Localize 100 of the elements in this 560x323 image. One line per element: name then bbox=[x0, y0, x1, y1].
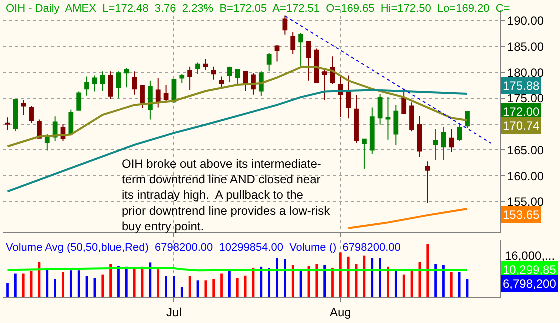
candlestick bbox=[227, 66, 232, 83]
bar bbox=[387, 266, 390, 297]
bar bbox=[458, 272, 461, 297]
bar bbox=[268, 268, 271, 297]
bar bbox=[332, 268, 334, 297]
y-tick-label: 165.00 bbox=[507, 143, 544, 158]
y-tick-label: 175.00 bbox=[507, 92, 544, 106]
text: 175.88 bbox=[503, 79, 540, 93]
bar bbox=[78, 270, 80, 297]
bar bbox=[442, 265, 445, 297]
bar bbox=[125, 266, 128, 297]
line-series bbox=[6, 66, 468, 148]
candlestick bbox=[124, 68, 130, 88]
candlestick bbox=[44, 134, 50, 152]
bar bbox=[371, 258, 374, 297]
bar bbox=[339, 252, 342, 297]
bar bbox=[228, 270, 231, 297]
candlestick bbox=[148, 80, 153, 120]
bar bbox=[133, 268, 136, 297]
bar bbox=[347, 256, 350, 297]
candlestick bbox=[5, 117, 10, 131]
text: 170.74 bbox=[503, 119, 540, 133]
candlestick bbox=[164, 84, 169, 102]
annotation: OIH broke out above its intermediate- term downtrend line AND closed near its intraday high. A pullback to the prior downtrend line provides a low-risk buy entry point. bbox=[122, 157, 332, 234]
bar bbox=[46, 268, 49, 297]
candlestick bbox=[346, 75, 352, 120]
bar bbox=[173, 276, 176, 297]
candlestick bbox=[370, 107, 375, 155]
candlestick bbox=[258, 71, 264, 97]
bar bbox=[450, 272, 453, 297]
text: 172.00 bbox=[503, 105, 540, 119]
candlestick bbox=[21, 100, 26, 116]
candlestick bbox=[354, 94, 359, 144]
candlestick bbox=[68, 109, 74, 136]
candlestick bbox=[282, 15, 288, 36]
candlestick bbox=[425, 161, 430, 204]
candlestick bbox=[457, 123, 462, 142]
text: 10,299,85 bbox=[503, 263, 557, 277]
line-series bbox=[348, 208, 468, 230]
candlestick bbox=[196, 62, 200, 75]
candlestick bbox=[266, 52, 272, 72]
candlestick bbox=[441, 126, 446, 161]
bar bbox=[426, 244, 430, 297]
bar bbox=[22, 274, 25, 297]
bar bbox=[102, 274, 104, 297]
text: 153.65 bbox=[503, 208, 540, 222]
y-tick-label: 190.00 bbox=[507, 14, 544, 28]
bar bbox=[110, 264, 112, 297]
candlestick bbox=[235, 70, 240, 86]
candlestick bbox=[394, 104, 399, 146]
candlestick bbox=[465, 110, 470, 129]
candlestick bbox=[92, 75, 98, 92]
candlestick bbox=[290, 32, 296, 55]
bar bbox=[276, 258, 278, 297]
candlestick bbox=[418, 116, 422, 158]
bar bbox=[434, 264, 437, 297]
candlestick bbox=[29, 106, 34, 124]
candlestick bbox=[410, 102, 414, 132]
candlestick bbox=[156, 78, 161, 108]
candlestick bbox=[188, 66, 193, 91]
candlestick bbox=[211, 66, 216, 80]
candlestick bbox=[402, 88, 407, 116]
bar bbox=[316, 264, 318, 297]
candlestick bbox=[84, 76, 90, 96]
bar bbox=[157, 270, 160, 297]
bar bbox=[180, 288, 184, 297]
candlestick bbox=[298, 32, 304, 67]
candlestick bbox=[108, 71, 114, 100]
candlestick bbox=[243, 71, 248, 92]
bar bbox=[379, 258, 382, 297]
candlestick bbox=[132, 71, 138, 96]
bar bbox=[62, 272, 64, 297]
candlestick bbox=[449, 128, 454, 153]
bar bbox=[402, 274, 406, 297]
candlestick bbox=[203, 58, 208, 71]
bar bbox=[14, 274, 17, 297]
bar bbox=[54, 279, 56, 297]
chart-title: Volume Avg (50,50,blue,Red) 6798200.00 10299854.00 Volume () 6798200.00 bbox=[6, 242, 401, 254]
text: 16,000,... bbox=[505, 249, 556, 263]
candlestick bbox=[140, 85, 145, 109]
y-tick-label: 180.00 bbox=[507, 66, 544, 80]
bar bbox=[204, 280, 208, 297]
candlestick bbox=[274, 44, 280, 62]
candlestick bbox=[386, 96, 391, 140]
candlestick bbox=[100, 71, 106, 92]
candlestick bbox=[306, 40, 312, 82]
bar bbox=[394, 269, 398, 297]
bar bbox=[6, 283, 9, 297]
bar bbox=[165, 276, 168, 297]
candlestick bbox=[13, 98, 18, 132]
bar bbox=[236, 278, 239, 297]
y-tick-label: 155.00 bbox=[507, 195, 544, 210]
bar bbox=[292, 265, 294, 297]
bar bbox=[260, 266, 263, 297]
candlestick bbox=[219, 76, 224, 88]
x-tick-label: Aug bbox=[330, 305, 352, 320]
candlestick bbox=[322, 68, 328, 102]
text: 6,798,200 bbox=[503, 277, 557, 291]
candlestick bbox=[116, 71, 122, 99]
bar bbox=[220, 274, 223, 297]
